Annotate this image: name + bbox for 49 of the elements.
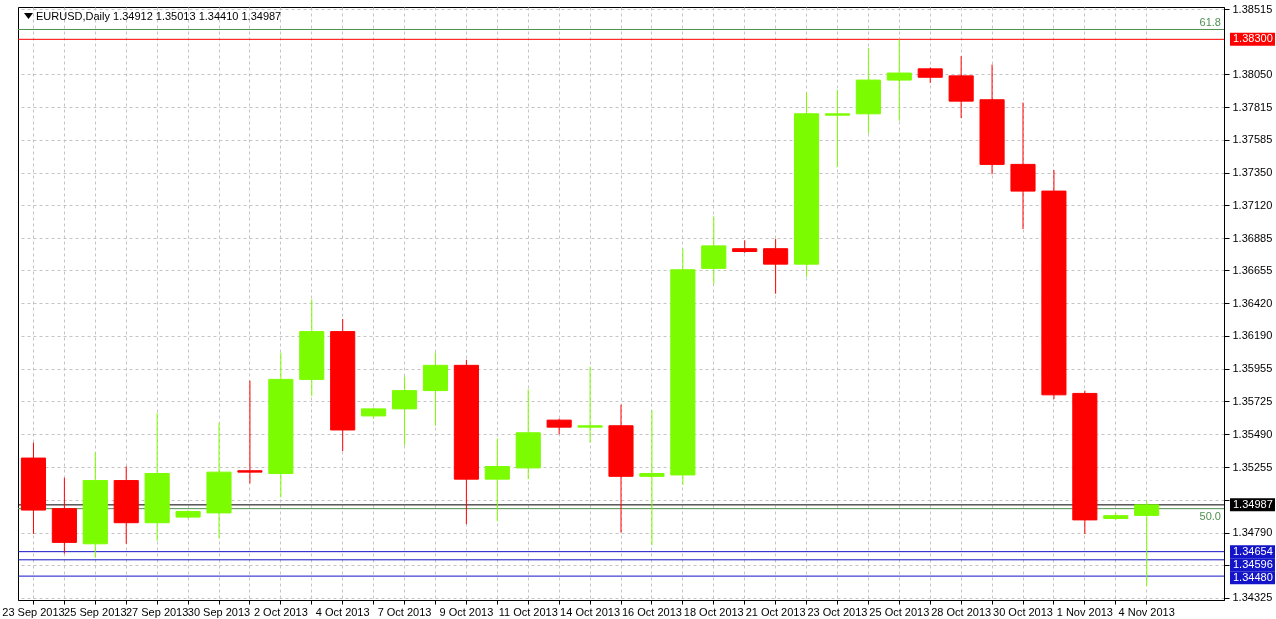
x-tick-label: 30 Sep 2013 xyxy=(187,605,251,618)
x-tick-label: 18 Oct 2013 xyxy=(683,605,744,618)
y-tick-label: 1.36190 xyxy=(1232,329,1273,342)
y-tick-label: 1.35490 xyxy=(1232,427,1273,440)
x-tick-label: 25 Oct 2013 xyxy=(869,605,930,618)
y-tick-label: 1.36655 xyxy=(1232,263,1273,276)
y-tick-label: 1.37585 xyxy=(1232,133,1273,146)
x-tick-label: 4 Nov 2013 xyxy=(1118,605,1175,618)
x-tick-label: 4 Oct 2013 xyxy=(315,605,370,618)
candlestick xyxy=(824,89,851,168)
candlestick xyxy=(1134,500,1160,587)
y-tick-label: 1.36420 xyxy=(1232,297,1273,309)
x-tick-label: 7 Oct 2013 xyxy=(377,605,432,618)
ref-line-label: 1.38300 xyxy=(1233,32,1273,45)
candlestick xyxy=(577,366,603,444)
x-tick-label: 27 Sep 2013 xyxy=(125,605,189,618)
x-tick-label: 30 Oct 2013 xyxy=(993,605,1053,618)
x-tick-label: 23 Oct 2013 xyxy=(807,605,868,618)
candlestick xyxy=(237,380,263,484)
candlestick xyxy=(639,409,665,546)
ref-line-label: 1.34480 xyxy=(1233,570,1273,583)
x-tick-label: 28 Oct 2013 xyxy=(931,605,992,618)
y-tick-label: 1.34325 xyxy=(1232,591,1273,604)
x-tick-label: 25 Sep 2013 xyxy=(64,605,127,618)
x-tick-label: 21 Oct 2013 xyxy=(745,605,806,618)
x-tick-label: 11 Oct 2013 xyxy=(498,605,558,618)
annotation: 50.0 xyxy=(1199,509,1221,522)
y-tick-label: 1.34790 xyxy=(1232,526,1273,539)
ref-line-label: 1.34654 xyxy=(1233,544,1273,557)
x-tick-label: 9 Oct 2013 xyxy=(439,605,494,618)
y-tick-label: 1.37120 xyxy=(1232,198,1273,211)
chart-title: EURUSD,Daily 1.34912 1.35013 1.34410 1.34987 xyxy=(36,10,282,23)
candlestick xyxy=(886,38,912,122)
y-tick-label: 1.35955 xyxy=(1232,362,1273,375)
x-tick-label: 2 Oct 2013 xyxy=(253,605,308,618)
y-tick-label: 1.36885 xyxy=(1232,231,1273,244)
annotation: 61.8 xyxy=(1199,16,1221,29)
y-tick-label: 1.38050 xyxy=(1232,67,1273,80)
y-tick-label: 1.37350 xyxy=(1232,166,1273,179)
x-tick-label: 23 Sep 2013 xyxy=(2,605,65,618)
y-tick-label: 1.35725 xyxy=(1232,394,1273,407)
y-tick-label: 1.37815 xyxy=(1232,100,1273,113)
ref-line-label: 1.34596 xyxy=(1233,557,1273,570)
ref-line-label: 1.34987 xyxy=(1233,497,1273,510)
y-tick-label: 1.38515 xyxy=(1232,2,1273,15)
x-tick-label: 16 Oct 2013 xyxy=(621,605,682,618)
x-tick-label: 14 Oct 2013 xyxy=(560,605,621,618)
x-tick-label: 1 Nov 2013 xyxy=(1056,605,1113,618)
y-tick-label: 1.35255 xyxy=(1232,460,1273,473)
